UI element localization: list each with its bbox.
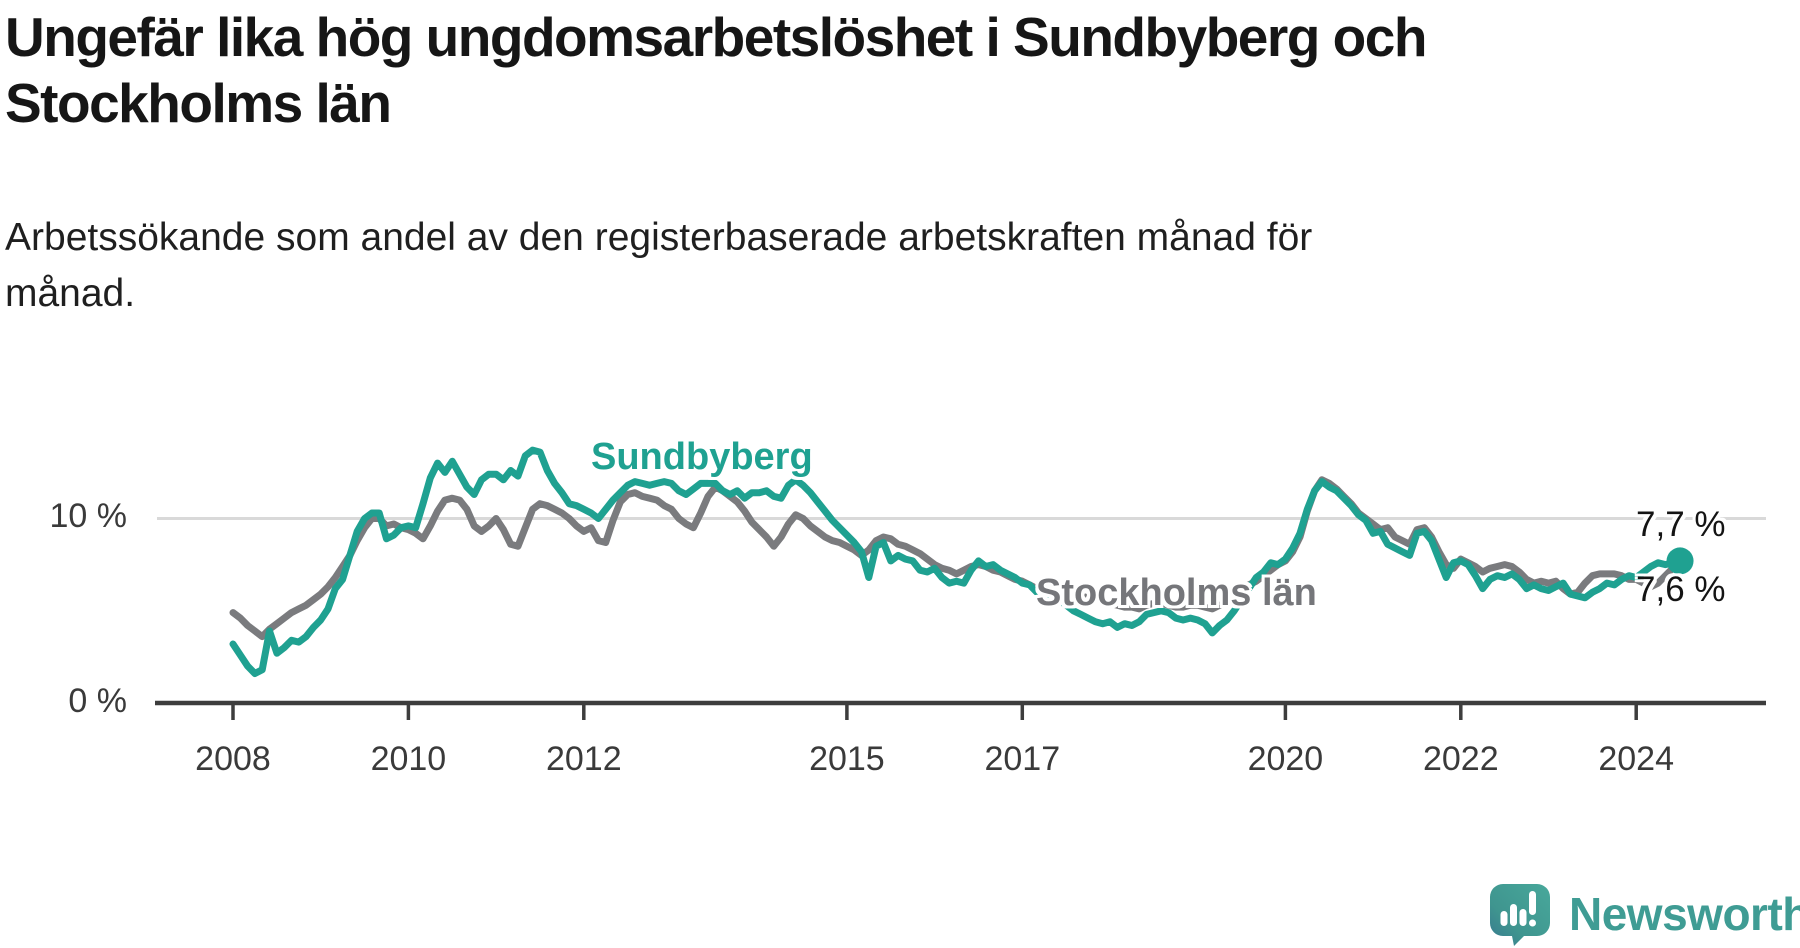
end-value-label-stockholm: 7,6 % bbox=[1636, 570, 1726, 609]
bar-chart-speech-bubble-icon bbox=[1490, 884, 1550, 946]
series-line-sundbyberg bbox=[229, 446, 1684, 677]
page-title: Ungefär lika hög ungdomsarbetslöshet i S… bbox=[5, 6, 1427, 134]
x-tick-label-2017: 2017 bbox=[984, 740, 1061, 778]
end-value-label-sundbyberg: 7,7 % bbox=[1636, 505, 1726, 544]
brand-name: Newsworthy bbox=[1569, 888, 1800, 940]
x-tick-label-2020: 2020 bbox=[1247, 740, 1324, 778]
series-label-sundbyberg: Sundbyberg bbox=[591, 436, 813, 478]
x-tick-label-2024: 2024 bbox=[1598, 740, 1675, 778]
x-tick-label-2008: 2008 bbox=[195, 740, 271, 778]
x-tick-label-2022: 2022 bbox=[1422, 740, 1499, 778]
chart-subtitle: Arbetssökande som andel av den registerb… bbox=[5, 216, 1313, 315]
x-tick-label-2015: 2015 bbox=[809, 740, 885, 778]
x-tick-label-2012: 2012 bbox=[545, 740, 622, 778]
y-axis-label-10: 10 % bbox=[49, 497, 128, 535]
series-label-stockholm: Stockholms län bbox=[1036, 572, 1317, 614]
x-tick-label-2010: 2010 bbox=[370, 740, 447, 778]
series-end-dot bbox=[1666, 547, 1694, 575]
newsworthy-logo: Newsworthy bbox=[1488, 882, 1800, 946]
y-axis-label-0: 0 % bbox=[68, 682, 127, 720]
